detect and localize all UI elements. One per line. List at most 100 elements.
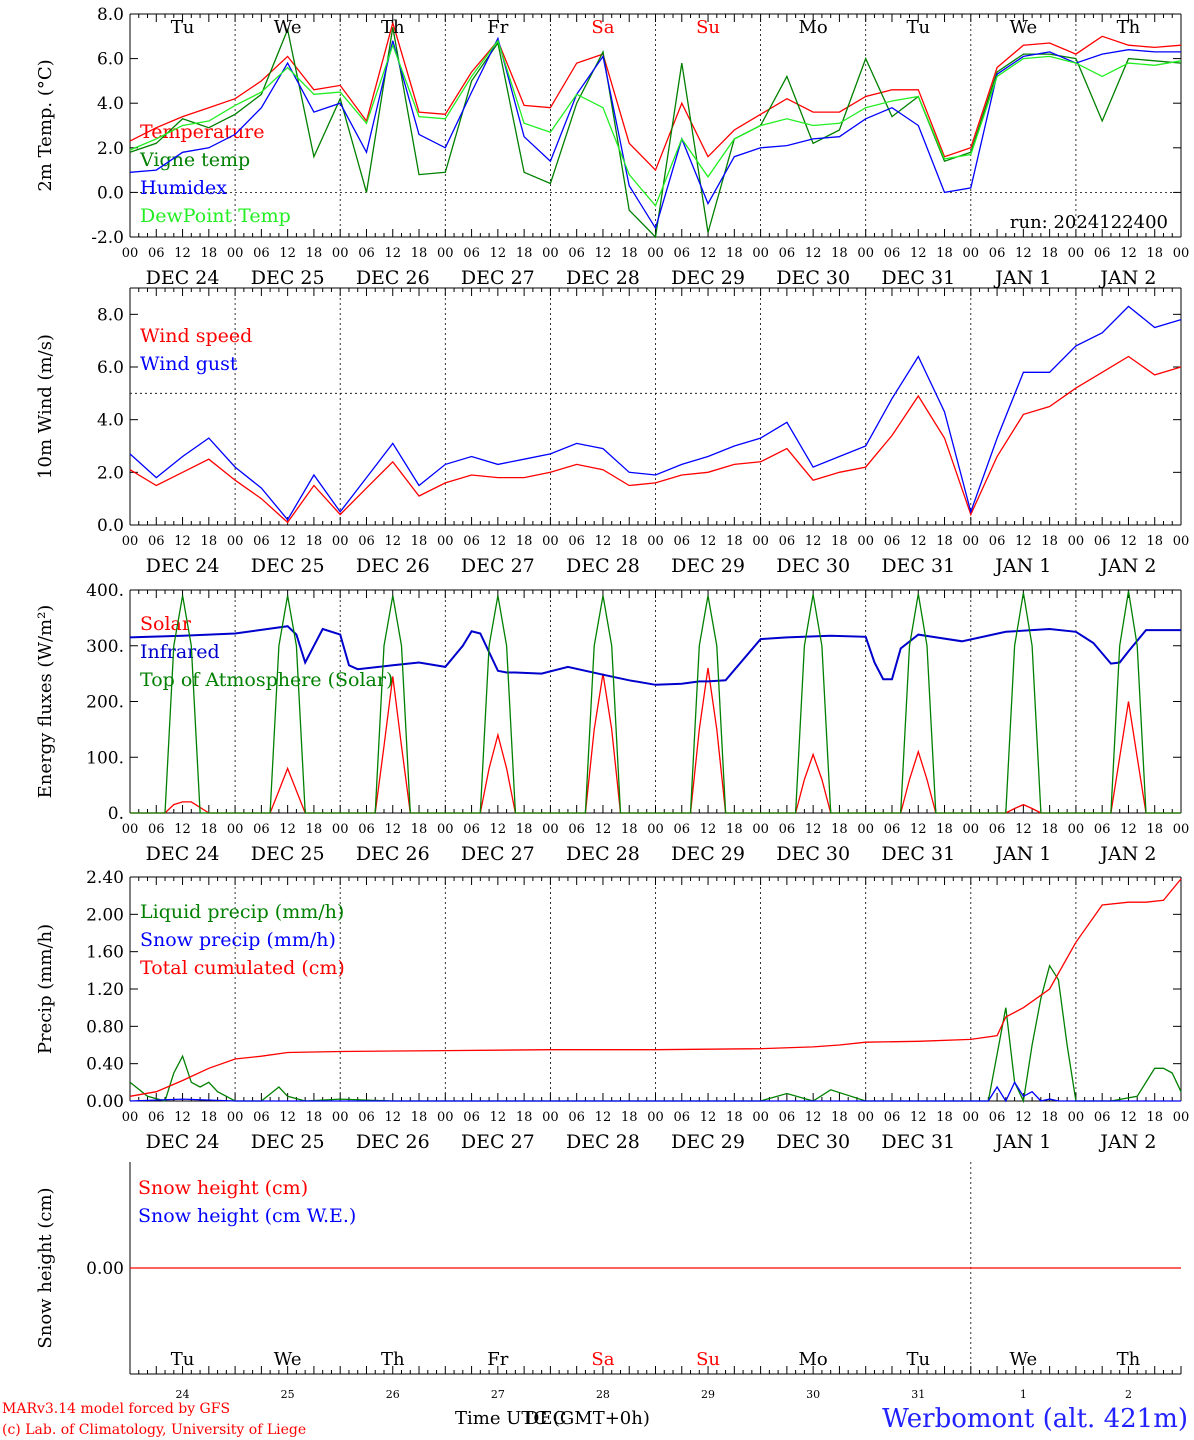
y-tick-label: 2.00 — [86, 905, 124, 925]
date-label: DEC 31 — [881, 555, 955, 577]
hour-label: 18 — [516, 246, 533, 261]
hour-label: 06 — [989, 246, 1006, 261]
hour-label: 00 — [647, 246, 664, 261]
hour-label: 18 — [621, 246, 638, 261]
date-label: JAN 1 — [993, 1131, 1051, 1153]
hour-label: 12 — [595, 246, 612, 261]
hour-label: 00 — [857, 246, 874, 261]
date-label: DEC 24 — [146, 267, 220, 289]
day-number: 2 — [1125, 1388, 1132, 1401]
day-number: 29 — [701, 1388, 715, 1401]
y-tick-label: 2.0 — [97, 139, 124, 159]
legend-entry: Temperature — [140, 121, 264, 143]
hour-label: 12 — [174, 246, 191, 261]
hour-label: 12 — [384, 1110, 401, 1125]
chart-panels: 8.0 6.0 4.0 2.0 0.0 -2.0 2m Temp. (°C) Temperat… — [35, 5, 1189, 1401]
hour-label: 12 — [1120, 1110, 1137, 1125]
hour-label: 12 — [174, 822, 191, 837]
hour-label: 18 — [726, 246, 743, 261]
hour-label: 00 — [647, 534, 664, 549]
hour-label: 00 — [437, 1110, 454, 1125]
day-name: Th — [381, 1349, 405, 1370]
panel-1: 8.0 6.0 4.0 2.0 0.0 -2.0 2m Temp. (°C) Temperat… — [35, 5, 1189, 289]
hour-label: 12 — [384, 246, 401, 261]
hour-label: 00 — [1173, 534, 1190, 549]
date-label: DEC 26 — [356, 1131, 430, 1153]
y-axis-label: Precip (mm/h) — [35, 924, 56, 1054]
hour-label: 06 — [884, 246, 901, 261]
hour-label: 06 — [779, 534, 796, 549]
hour-label: 06 — [779, 822, 796, 837]
hour-label: 06 — [1094, 1110, 1111, 1125]
y-tick-label: 1.60 — [86, 943, 124, 963]
date-label: JAN 2 — [1098, 555, 1156, 577]
day-number: 30 — [806, 1388, 820, 1401]
hour-label: 06 — [148, 246, 165, 261]
date-label: DEC 31 — [881, 843, 955, 865]
hour-label: 18 — [411, 1110, 428, 1125]
hour-label: 00 — [332, 1110, 349, 1125]
date-label: DEC 28 — [566, 555, 640, 577]
hour-label: 12 — [595, 822, 612, 837]
legend-entry: Wind gust — [140, 353, 238, 375]
legend-entry: Snow height (cm) — [138, 1177, 308, 1199]
hour-label: 06 — [884, 534, 901, 549]
series-line-liquid-precip-mm-h- — [129, 964, 1182, 1104]
day-number: 31 — [911, 1388, 925, 1401]
hour-label: 06 — [253, 1110, 270, 1125]
hour-label: 18 — [306, 534, 323, 549]
hour-label: 12 — [1120, 246, 1137, 261]
date-label: DEC 28 — [566, 267, 640, 289]
hour-label: 18 — [1041, 246, 1058, 261]
hour-label: 06 — [568, 822, 585, 837]
date-label: DEC 25 — [251, 267, 325, 289]
day-name: Mo — [799, 1349, 828, 1370]
hour-label: 18 — [726, 1110, 743, 1125]
date-label: DEC 25 — [251, 555, 325, 577]
hour-label: 12 — [279, 1110, 296, 1125]
hour-label: 12 — [1015, 1110, 1032, 1125]
hour-label: 18 — [1146, 246, 1163, 261]
model-credit-line1: MARv3.14 model forced by GFS — [2, 1401, 230, 1417]
hour-label: 00 — [963, 534, 980, 549]
hour-label: 18 — [1041, 534, 1058, 549]
hour-label: 18 — [831, 822, 848, 837]
y-tick-label: 1.20 — [86, 980, 124, 1000]
hour-label: 06 — [884, 1110, 901, 1125]
y-tick-label: 8.0 — [97, 305, 124, 325]
hour-label: 00 — [122, 246, 139, 261]
day-name: Sa — [591, 17, 614, 38]
hour-label: 00 — [963, 822, 980, 837]
date-label: DEC 29 — [671, 267, 745, 289]
hour-label: 06 — [358, 246, 375, 261]
legend-entry: Humidex — [140, 177, 227, 199]
date-label: DEC 27 — [461, 843, 535, 865]
hour-label: 12 — [910, 822, 927, 837]
station-title: Werbomont (alt. 421m) — [882, 1404, 1188, 1434]
y-tick-label: 0.80 — [86, 1017, 124, 1037]
hour-label: 12 — [805, 534, 822, 549]
hour-label: 00 — [752, 1110, 769, 1125]
hour-label: 06 — [568, 1110, 585, 1125]
y-tick-label: 6.0 — [97, 50, 124, 70]
hour-label: 18 — [726, 822, 743, 837]
hour-label: 06 — [674, 822, 691, 837]
series-line-temperature — [129, 20, 1182, 172]
hour-label: 18 — [1146, 822, 1163, 837]
y-tick-label: 400. — [86, 581, 124, 601]
series-line-infrared — [129, 625, 1181, 686]
hour-label: 18 — [936, 1110, 953, 1125]
date-label: DEC 31 — [881, 267, 955, 289]
date-label: DEC 28 — [566, 843, 640, 865]
y-tick-label: -2.0 — [91, 228, 124, 248]
y-axis-label: Energy fluxes (W/m²) — [35, 605, 56, 799]
hour-label: 00 — [1173, 822, 1190, 837]
hour-label: 06 — [674, 246, 691, 261]
legend-entry: DewPoint Temp — [140, 205, 291, 227]
date-label: DEC 30 — [776, 267, 850, 289]
hour-label: 12 — [1015, 822, 1032, 837]
x-axis-label-overprint: DEC — [525, 1408, 566, 1429]
hour-label: 18 — [201, 534, 218, 549]
y-tick-label: 0.40 — [86, 1055, 124, 1075]
